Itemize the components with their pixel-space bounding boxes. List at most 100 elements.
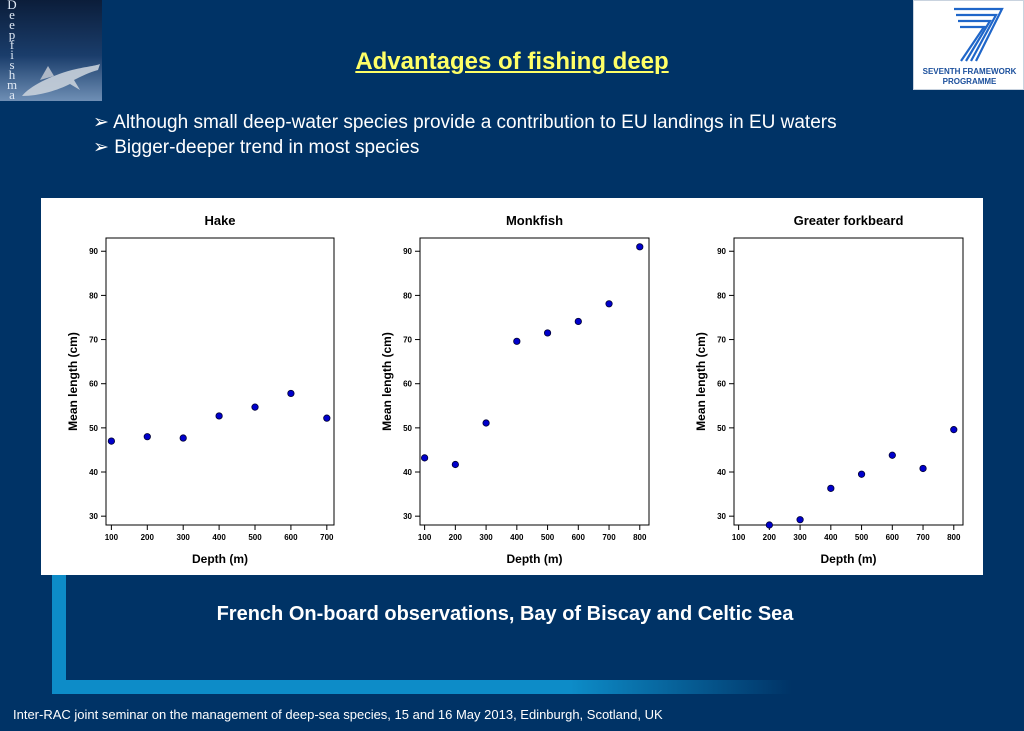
y-tick-label: 70 [717,336,726,345]
y-tick-label: 70 [89,336,98,345]
y-tick-label: 60 [717,380,726,389]
data-point [827,484,835,492]
x-tick-label: 700 [916,533,930,542]
y-axis-label: Mean length (cm) [694,332,708,431]
x-tick-label: 400 [824,533,838,542]
data-point [919,464,927,473]
x-tick-label: 200 [763,533,777,542]
deepfishman-logo: Deepfishman [0,0,102,101]
data-point [513,337,521,345]
y-tick-label: 90 [89,247,98,256]
data-point [179,434,187,442]
y-tick-label: 90 [403,247,412,256]
data-point [287,389,295,398]
logo-letter: a [9,87,15,101]
logo-letter: s [9,57,15,72]
data-point [857,470,866,478]
y-tick-label: 80 [717,291,726,300]
bullet-item: ➢ Although small deep-water species prov… [93,110,913,135]
x-tick-label: 600 [284,533,298,542]
data-point [251,403,259,411]
data-point [451,460,459,469]
x-axis-label: Depth (m) [507,552,563,566]
plot-frame [733,237,964,526]
y-tick-label: 80 [403,291,412,300]
y-axis-label: Mean length (cm) [380,332,394,431]
data-point [796,516,804,524]
x-tick-label: 500 [248,533,262,542]
y-tick-label: 30 [89,512,98,521]
x-tick-label: 500 [855,533,869,542]
y-tick-label: 40 [717,468,726,477]
data-point [950,426,958,434]
x-tick-label: 300 [479,533,493,542]
bullet-text: Although small deep-water species provid… [113,112,837,133]
x-tick-label: 100 [732,533,746,542]
bullet-text: Bigger-deeper trend in most species [114,137,420,158]
logo-letter: e [9,7,15,22]
x-tick-label: 600 [572,533,586,542]
chart-title: Hake [204,213,235,228]
logo-letter: n [4,98,20,101]
x-tick-label: 600 [886,533,900,542]
y-tick-label: 50 [89,424,98,433]
fish-silhouette-icon [22,64,100,96]
chart-caption: French On-board observations, Bay of Bis… [216,603,794,625]
x-tick-label: 300 [793,533,807,542]
accent-bar-vertical [52,575,66,683]
charts-svg: Hake 30 40 50 60 70 80 90 100 200 300 400 500 600 700 D… [66,213,964,566]
logo-letter: e [9,17,15,32]
x-tick-label: 100 [105,533,119,542]
y-tick-label: 40 [89,468,98,477]
x-tick-label: 200 [449,533,463,542]
data-point [143,433,151,441]
logo-letter: m [6,77,18,92]
charts-panel: Hake 30 40 50 60 70 80 90 100 200 300 400 500 600 700 D… [41,198,983,575]
y-tick-label: 40 [403,468,412,477]
x-tick-label: 100 [418,533,432,542]
data-point [605,300,613,308]
deepfishman-logo-letters: Deepfishman [4,0,20,101]
plot-frame [105,237,335,526]
y-tick-label: 60 [89,380,98,389]
y-tick-label: 60 [403,380,412,389]
logo-letter: h [8,67,16,82]
logo-letter: p [8,27,16,42]
data-point [543,329,552,337]
footer-text: Inter-RAC joint seminar on the managemen… [13,707,663,722]
x-axis-label: Depth (m) [192,552,248,566]
bullet-marker: ➢ [93,137,109,158]
x-axis-label: Depth (m) [821,552,877,566]
x-tick-label: 700 [602,533,616,542]
x-tick-label: 800 [947,533,961,542]
seventh-framework-logo: SEVENTH FRAMEWORK PROGRAMME [913,0,1024,90]
chart-title: Greater forkbeard [794,213,904,228]
data-point [482,419,490,427]
data-point [215,412,223,420]
chart-title: Monkfish [506,213,563,228]
x-tick-label: 300 [177,533,191,542]
y-tick-label: 50 [403,424,412,433]
bullet-item: ➢ Bigger-deeper trend in most species [93,135,913,160]
data-point [323,414,331,422]
data-point [765,521,773,529]
number-seven-logo-icon [954,7,1004,62]
x-tick-label: 400 [510,533,524,542]
data-point [636,243,644,251]
y-axis-label: Mean length (cm) [66,332,80,431]
y-tick-label: 30 [717,512,726,521]
x-tick-label: 500 [541,533,555,542]
slide-title: Advantages of fishing deep [355,48,669,75]
y-tick-label: 50 [717,424,726,433]
x-tick-label: 800 [633,533,647,542]
data-point [574,317,582,326]
bullet-marker: ➢ [93,112,109,133]
plot-frame [419,237,650,526]
accent-bar-horizontal [52,680,792,694]
bullet-list: ➢ Although small deep-water species prov… [93,110,913,160]
logo-letter: f [9,37,15,52]
x-tick-label: 200 [141,533,155,542]
y-tick-label: 30 [403,512,412,521]
logo-line2: PROGRAMME [942,77,997,86]
data-point [421,454,429,462]
